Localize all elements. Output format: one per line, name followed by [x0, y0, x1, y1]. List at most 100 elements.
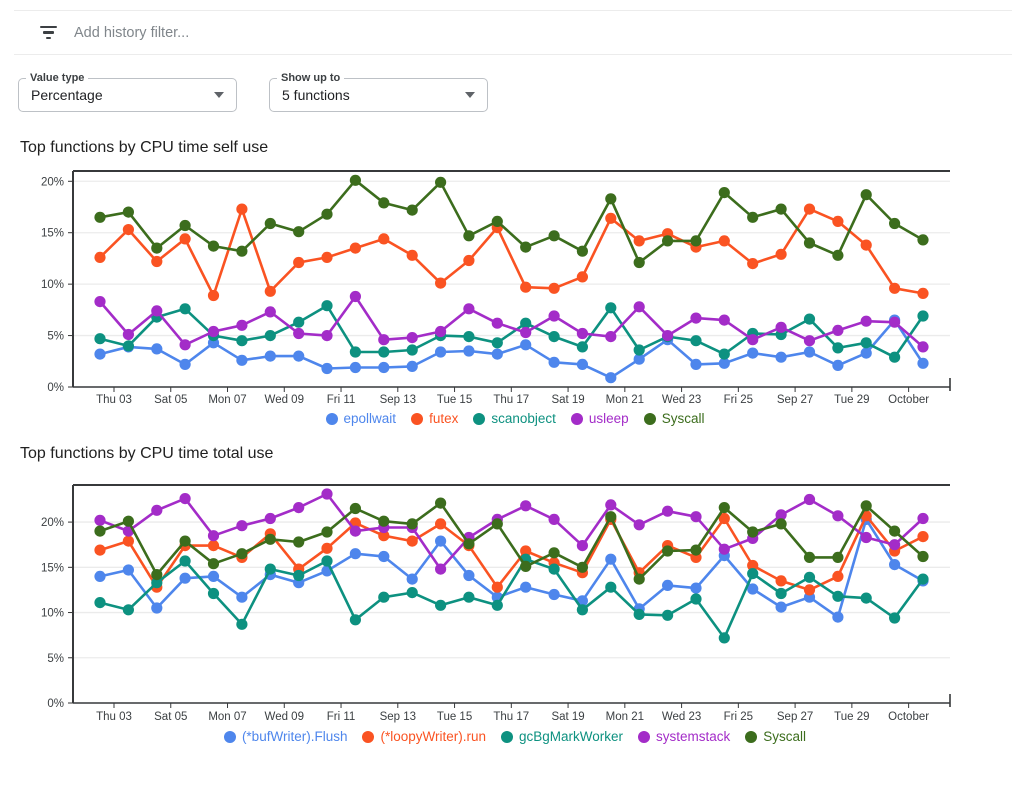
data-point[interactable]: [264, 285, 276, 297]
data-point[interactable]: [889, 282, 901, 294]
data-point[interactable]: [605, 581, 617, 593]
data-point[interactable]: [860, 189, 872, 201]
data-point[interactable]: [576, 327, 589, 340]
data-point[interactable]: [264, 330, 276, 342]
data-point[interactable]: [662, 235, 674, 247]
data-point[interactable]: [548, 547, 560, 559]
data-point[interactable]: [718, 314, 730, 326]
cpu-total-use-chart[interactable]: 0% 5% 10% 15% 20% Thu 03 Sat 05 Mon 07 Wed 09 Fri…: [0, 471, 1010, 729]
data-point[interactable]: [889, 351, 901, 363]
value-type-select[interactable]: Value type Percentage: [18, 72, 237, 112]
data-point[interactable]: [435, 563, 447, 575]
data-point[interactable]: [605, 212, 617, 224]
data-point[interactable]: [321, 488, 333, 500]
data-point[interactable]: [747, 568, 759, 580]
data-point[interactable]: [605, 372, 617, 384]
data-point[interactable]: [690, 235, 702, 247]
data-point[interactable]: [179, 535, 191, 547]
legend-item[interactable]: systemstack: [638, 729, 730, 744]
data-point[interactable]: [94, 251, 106, 263]
data-point[interactable]: [718, 512, 730, 525]
data-point[interactable]: [151, 242, 163, 254]
data-point[interactable]: [406, 587, 418, 599]
data-point[interactable]: [832, 215, 844, 227]
data-point[interactable]: [378, 530, 390, 542]
data-point[interactable]: [321, 542, 333, 554]
data-point[interactable]: [349, 346, 361, 358]
data-point[interactable]: [406, 518, 418, 530]
data-point[interactable]: [207, 530, 220, 542]
data-point[interactable]: [690, 335, 702, 347]
data-point[interactable]: [548, 230, 560, 242]
legend-item[interactable]: usleep: [570, 411, 629, 426]
data-point[interactable]: [832, 249, 844, 261]
data-point[interactable]: [94, 348, 106, 360]
data-point[interactable]: [803, 584, 816, 596]
data-point[interactable]: [633, 353, 645, 365]
data-point[interactable]: [463, 538, 475, 550]
data-point[interactable]: [690, 358, 702, 370]
data-point[interactable]: [236, 618, 248, 630]
data-point[interactable]: [349, 174, 361, 186]
data-point[interactable]: [520, 326, 532, 339]
data-point[interactable]: [94, 544, 106, 556]
data-point[interactable]: [548, 513, 560, 525]
data-point[interactable]: [491, 215, 503, 227]
data-point[interactable]: [94, 211, 106, 223]
data-point[interactable]: [179, 233, 191, 245]
data-point[interactable]: [378, 591, 390, 603]
data-point[interactable]: [860, 531, 872, 544]
data-point[interactable]: [435, 277, 447, 289]
data-point[interactable]: [775, 587, 787, 600]
data-point[interactable]: [548, 331, 560, 343]
data-point[interactable]: [321, 300, 333, 312]
data-point[interactable]: [435, 176, 447, 188]
data-point[interactable]: [775, 321, 787, 333]
data-point[interactable]: [151, 569, 163, 581]
data-point[interactable]: [236, 591, 248, 603]
data-point[interactable]: [406, 360, 418, 372]
data-point[interactable]: [662, 330, 674, 342]
data-point[interactable]: [860, 337, 872, 349]
data-point[interactable]: [491, 518, 503, 530]
data-point[interactable]: [917, 341, 929, 353]
data-point[interactable]: [662, 545, 674, 557]
data-point[interactable]: [747, 334, 759, 346]
data-point[interactable]: [889, 525, 901, 537]
data-point[interactable]: [435, 346, 447, 358]
data-point[interactable]: [832, 611, 844, 623]
data-point[interactable]: [747, 583, 759, 595]
data-point[interactable]: [151, 343, 163, 355]
data-point[interactable]: [917, 512, 929, 525]
data-point[interactable]: [378, 515, 390, 527]
data-point[interactable]: [122, 340, 134, 352]
data-point[interactable]: [435, 497, 447, 509]
data-point[interactable]: [463, 331, 475, 343]
data-point[interactable]: [151, 602, 163, 614]
data-point[interactable]: [889, 217, 901, 230]
data-point[interactable]: [633, 301, 645, 313]
data-point[interactable]: [520, 317, 532, 329]
data-point[interactable]: [860, 500, 872, 512]
data-point[interactable]: [775, 575, 787, 587]
data-point[interactable]: [293, 327, 305, 340]
data-point[interactable]: [548, 282, 560, 294]
data-point[interactable]: [747, 559, 759, 572]
data-point[interactable]: [633, 573, 645, 585]
data-point[interactable]: [860, 315, 872, 327]
data-point[interactable]: [775, 203, 787, 215]
data-point[interactable]: [690, 582, 702, 594]
data-point[interactable]: [207, 587, 220, 600]
data-point[interactable]: [520, 560, 532, 572]
data-point[interactable]: [293, 256, 305, 269]
data-point[interactable]: [435, 518, 447, 530]
legend-item[interactable]: scanobject: [473, 411, 556, 426]
data-point[interactable]: [179, 219, 191, 232]
data-point[interactable]: [576, 358, 589, 370]
data-point[interactable]: [605, 302, 617, 314]
data-point[interactable]: [122, 206, 134, 218]
data-point[interactable]: [264, 512, 276, 525]
data-point[interactable]: [435, 599, 447, 611]
data-point[interactable]: [718, 235, 730, 247]
data-point[interactable]: [463, 230, 475, 242]
